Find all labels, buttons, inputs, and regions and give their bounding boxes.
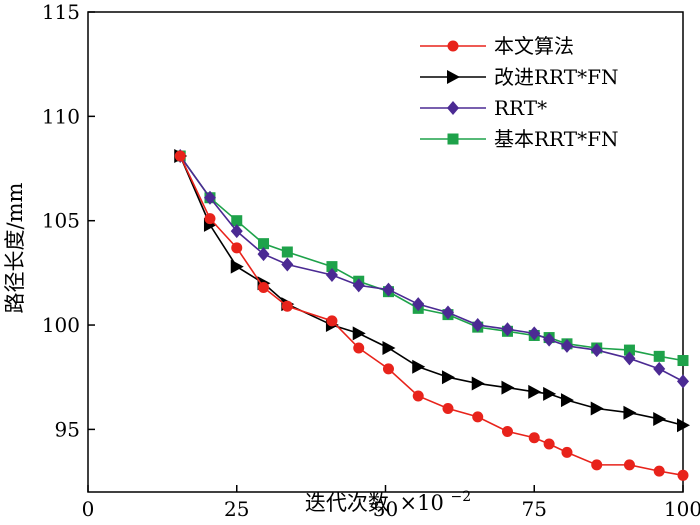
- y-tick-label-95: 95: [55, 417, 80, 441]
- y-tick-label-105: 105: [42, 209, 80, 233]
- series-2-point-8: [382, 341, 396, 355]
- series-1-point-19: [677, 469, 689, 481]
- series-1-line: [179, 155, 684, 477]
- series-2-point-19: [677, 418, 690, 433]
- x-tick-label-75: 75: [522, 497, 547, 521]
- series-1-point-10: [442, 403, 454, 415]
- series-4-point-3: [231, 215, 243, 227]
- series-1-point-4: [258, 281, 270, 293]
- series-3-point-7: [352, 278, 365, 293]
- legend-label-4: 基本RRT*FN: [494, 127, 618, 151]
- series-1-point-14: [543, 438, 555, 450]
- series-1-point-15: [561, 446, 573, 458]
- series-2-point-9: [412, 359, 426, 374]
- series-3-point-19: [677, 374, 689, 389]
- x-tick-label-25: 25: [224, 497, 249, 521]
- series-1-point-2: [204, 213, 216, 225]
- series-3-point-15: [560, 338, 573, 353]
- series-2-point-18: [653, 411, 667, 426]
- series-3-point-10: [441, 305, 454, 320]
- x-axis-title-text: 迭代次数: [305, 491, 389, 515]
- y-axis: 95 100 105 110 115: [42, 0, 95, 441]
- series-2-point-12: [501, 380, 515, 395]
- series-3-point-13: [528, 326, 541, 341]
- series-3-point-9: [412, 297, 425, 312]
- x-tick-label-0: 0: [82, 497, 95, 521]
- series-1-point-13: [528, 432, 540, 444]
- y-tick-label-115: 115: [42, 0, 80, 24]
- series-4-point-5: [281, 246, 293, 258]
- series-1-point-5: [281, 300, 293, 312]
- series-layer: [174, 149, 690, 481]
- series-2-point-10: [441, 370, 455, 385]
- legend-marker-4: [447, 133, 459, 145]
- series-1-point-18: [653, 465, 665, 477]
- series-3-point-3: [230, 224, 243, 239]
- series-3-point-17: [623, 351, 636, 366]
- series-3-line: [179, 155, 684, 383]
- series-2-point-11: [471, 376, 485, 391]
- x-tick-label-100: 100: [664, 497, 700, 521]
- series-1-point-7: [353, 342, 365, 354]
- series-2-point-3: [230, 259, 244, 274]
- legend-marker-2: [447, 70, 460, 84]
- series-3-point-5: [281, 257, 294, 272]
- y-tick-label-110: 110: [42, 104, 80, 128]
- series-2-point-7: [352, 326, 366, 341]
- series-4: [174, 150, 689, 367]
- x-axis-title: 迭代次数 ×10 −2: [305, 489, 471, 515]
- series-3-point-14: [543, 332, 556, 347]
- legend-label-2: 改进RRT*FN: [494, 65, 618, 89]
- series-3-point-6: [325, 267, 338, 282]
- legend-entry-1: 本文算法: [420, 34, 574, 58]
- legend-label-1: 本文算法: [494, 34, 574, 58]
- series-3-point-8: [382, 282, 395, 297]
- series-4-point-6: [326, 261, 338, 273]
- series-1-point-6: [326, 315, 338, 327]
- series-1-point-8: [382, 363, 394, 375]
- series-1-point-16: [591, 459, 603, 471]
- series-3-point-18: [653, 361, 666, 376]
- x-axis-title-exponent: −2: [451, 489, 472, 505]
- series-4-line: [179, 155, 684, 362]
- x-axis-title-multiplier: ×10: [400, 491, 444, 515]
- series-2-point-13: [528, 384, 542, 399]
- x-axis: 0 25 50 75 100: [82, 485, 700, 521]
- series-1: [174, 150, 689, 481]
- series-1-point-12: [501, 425, 513, 437]
- y-tick-label-100: 100: [42, 313, 80, 337]
- series-2-line: [179, 155, 684, 426]
- series-1-point-17: [623, 459, 635, 471]
- series-3-point-11: [471, 318, 484, 333]
- series-2-point-14: [543, 386, 557, 401]
- legend-entry-4: 基本RRT*FN: [420, 127, 618, 151]
- series-4-point-17: [623, 344, 635, 356]
- legend-marker-1: [447, 40, 459, 52]
- series-1-point-3: [231, 242, 243, 254]
- series-3: [174, 149, 689, 389]
- series-1-point-9: [412, 390, 424, 402]
- series-4-point-19: [677, 355, 689, 367]
- legend-entry-2: 改进RRT*FN: [420, 65, 618, 89]
- series-3-point-16: [590, 343, 603, 358]
- series-1-point-11: [472, 411, 484, 423]
- legend-marker-3: [447, 101, 459, 115]
- series-3-point-2: [203, 190, 216, 205]
- legend-label-3: RRT*: [494, 96, 547, 120]
- series-3-point-12: [501, 322, 514, 337]
- series-2-point-17: [623, 405, 637, 420]
- x-tick-label-50: 50: [373, 497, 398, 521]
- series-4-point-4: [258, 238, 270, 250]
- series-1-point-1: [174, 150, 186, 162]
- series-4-point-18: [653, 350, 665, 362]
- series-3-point-4: [257, 247, 270, 262]
- series-2: [174, 149, 690, 433]
- series-2-point-15: [560, 393, 574, 408]
- y-axis-title: 路径长度/mm: [3, 182, 27, 313]
- series-2-point-16: [590, 401, 604, 416]
- legend-entry-3: RRT*: [420, 96, 547, 120]
